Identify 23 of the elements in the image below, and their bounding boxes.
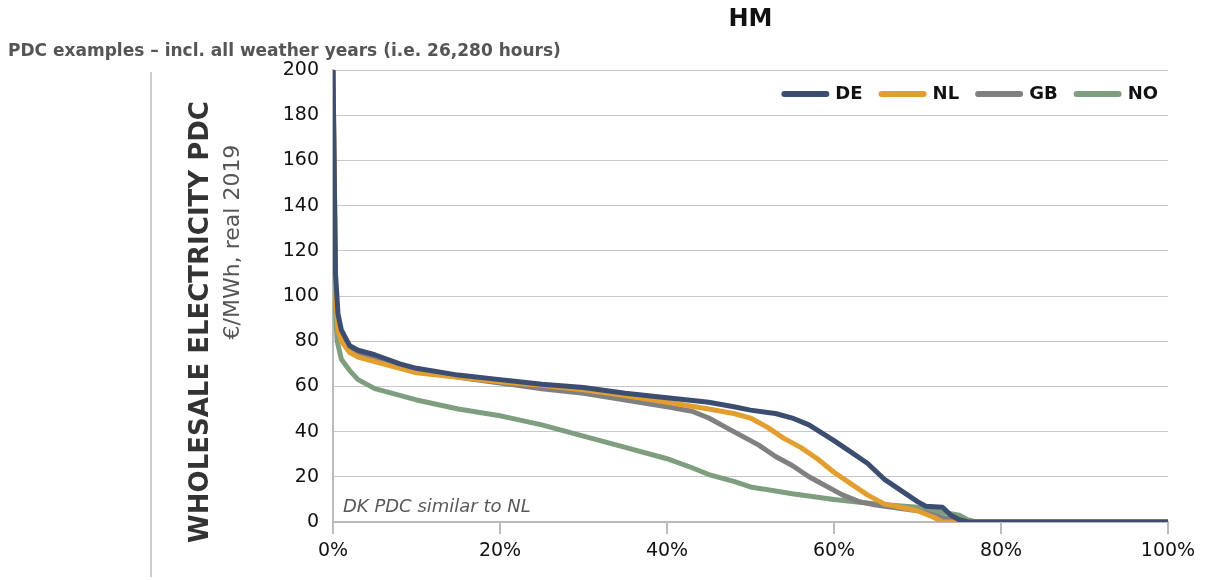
y-axis-title: WHOLESALE ELECTRICITY PDC €/MWh, real 2019 xyxy=(184,101,244,543)
y-tick-label: 40 xyxy=(294,418,319,441)
y-tick-label: 180 xyxy=(282,102,319,125)
legend-label: NL xyxy=(932,81,960,103)
x-tick-label: 0% xyxy=(317,538,349,561)
x-tick-label: 100% xyxy=(1140,538,1196,561)
y-tick-label: 20 xyxy=(294,463,319,486)
legend-label: NO xyxy=(1127,81,1159,103)
x-tick-label: 20% xyxy=(478,538,522,561)
y-tick-label: 0 xyxy=(306,508,319,531)
x-tick-label: 80% xyxy=(979,538,1023,561)
y-tick-label: 100 xyxy=(282,282,319,305)
y-tick-label: 120 xyxy=(282,237,319,260)
y-tick-label: 60 xyxy=(294,373,319,396)
y-tick-label: 160 xyxy=(282,147,319,170)
x-tick-label: 60% xyxy=(812,538,856,561)
annotation: DK PDC similar to NL xyxy=(343,494,531,516)
y-tick-label: 80 xyxy=(294,328,319,351)
chart-title: HM xyxy=(727,4,774,32)
legend-label: DE xyxy=(835,81,863,103)
y-tick-label: 140 xyxy=(282,192,319,215)
x-tick-label: 40% xyxy=(645,538,689,561)
legend-label: GB xyxy=(1029,81,1058,103)
